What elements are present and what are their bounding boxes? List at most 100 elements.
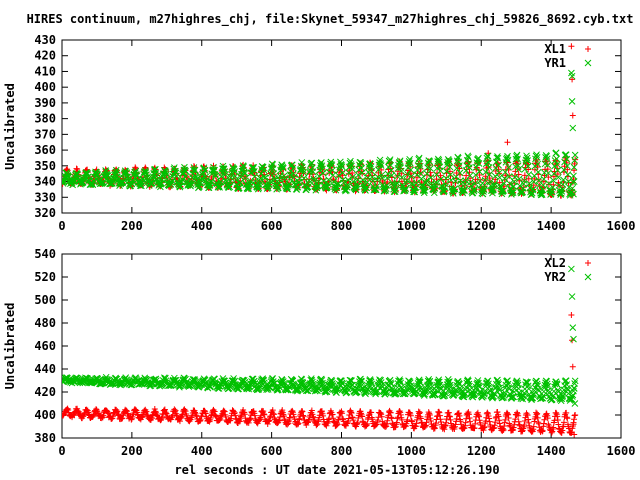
data-point xyxy=(142,164,149,171)
data-points xyxy=(62,43,579,199)
data-point xyxy=(181,166,189,174)
data-point xyxy=(426,412,433,419)
data-point xyxy=(490,182,498,190)
data-point xyxy=(300,413,307,420)
data-point xyxy=(300,169,307,177)
data-point xyxy=(290,411,297,418)
data-point xyxy=(505,415,512,422)
data-point xyxy=(108,180,116,187)
data-point xyxy=(330,418,337,425)
data-point xyxy=(378,174,386,182)
data-point xyxy=(524,157,532,164)
data-point xyxy=(377,410,384,417)
data-point xyxy=(443,419,450,426)
data-point xyxy=(525,419,532,426)
data-point xyxy=(304,419,311,426)
data-point xyxy=(124,175,132,183)
data-point xyxy=(516,422,523,429)
data-point xyxy=(368,167,376,175)
data-point xyxy=(441,426,448,433)
data-point xyxy=(415,154,423,162)
data-point xyxy=(445,409,452,416)
data-point xyxy=(363,184,371,192)
data-point xyxy=(382,187,390,194)
data-point xyxy=(308,407,315,414)
data-point xyxy=(407,166,415,174)
data-point xyxy=(266,177,274,185)
data-point xyxy=(553,381,561,388)
data-point xyxy=(377,160,384,167)
data-point xyxy=(535,420,542,427)
y-tick-label: 330 xyxy=(34,190,56,204)
data-point xyxy=(568,311,575,318)
data-point xyxy=(568,72,576,80)
data-point xyxy=(348,410,355,417)
data-point xyxy=(543,155,551,163)
data-point xyxy=(348,165,356,173)
data-point xyxy=(490,425,497,432)
data-point xyxy=(466,415,473,422)
data-point xyxy=(406,409,413,416)
data-point xyxy=(476,172,483,179)
x-tick-label: 600 xyxy=(261,444,283,458)
data-point xyxy=(432,420,439,427)
data-point xyxy=(402,423,409,430)
data-point xyxy=(570,190,577,198)
x-tick-label: 200 xyxy=(121,219,143,233)
data-point xyxy=(413,179,420,187)
data-point xyxy=(413,420,420,427)
data-point xyxy=(515,418,522,425)
data-point xyxy=(375,169,382,176)
data-point xyxy=(441,392,449,399)
data-point xyxy=(503,154,511,162)
data-point xyxy=(309,378,316,386)
data-point xyxy=(554,167,562,174)
data-point xyxy=(392,423,399,430)
data-point xyxy=(423,177,430,184)
data-point xyxy=(443,416,450,423)
data-point xyxy=(388,415,395,422)
y-tick-label: 360 xyxy=(34,143,56,157)
data-point xyxy=(397,411,404,418)
legend-label: XL2 xyxy=(544,256,566,270)
data-point xyxy=(431,425,438,432)
data-point xyxy=(246,180,254,187)
x-tick-label: 1400 xyxy=(537,444,566,458)
data-point xyxy=(471,425,478,432)
data-point xyxy=(193,412,200,419)
data-point xyxy=(209,166,217,174)
data-point xyxy=(467,418,474,425)
data-point xyxy=(211,171,219,178)
data-point xyxy=(143,174,151,181)
data-point xyxy=(452,421,459,428)
data-point xyxy=(134,411,141,418)
data-point xyxy=(190,166,197,174)
data-point xyxy=(484,152,492,160)
data-point xyxy=(446,163,454,171)
data-point xyxy=(279,407,286,414)
data-point xyxy=(456,384,464,392)
data-point xyxy=(552,149,560,157)
data-point xyxy=(396,157,404,165)
data-point xyxy=(543,378,551,385)
data-point xyxy=(476,413,483,420)
data-point xyxy=(571,377,579,385)
data-point xyxy=(363,422,370,429)
data-point xyxy=(104,409,111,416)
data-point xyxy=(465,153,472,161)
y-tick-label: 320 xyxy=(34,206,56,220)
data-point xyxy=(423,419,430,426)
data-point xyxy=(132,406,139,413)
data-point xyxy=(295,420,302,427)
data-point xyxy=(289,407,296,414)
data-point xyxy=(168,179,175,186)
data-point xyxy=(453,415,460,422)
data-point xyxy=(420,187,428,194)
data-point xyxy=(90,412,97,419)
data-point xyxy=(260,408,267,415)
data-point xyxy=(266,414,273,421)
data-point xyxy=(240,168,248,176)
data-point xyxy=(394,168,401,175)
data-point xyxy=(521,417,528,424)
